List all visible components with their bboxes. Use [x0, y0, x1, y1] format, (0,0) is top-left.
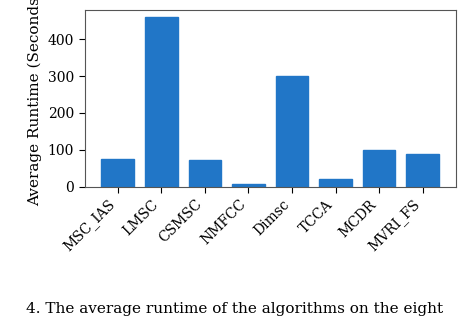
Y-axis label: Average Runtime (Seconds): Average Runtime (Seconds) — [28, 0, 42, 206]
Bar — [102, 159, 134, 187]
Bar — [188, 160, 221, 187]
Bar — [363, 150, 395, 187]
Bar — [319, 179, 352, 187]
Bar — [232, 184, 265, 187]
Bar — [145, 17, 178, 187]
Text: 4. The average runtime of the algorithms on the eight: 4. The average runtime of the algorithms… — [26, 302, 444, 316]
Bar — [407, 154, 439, 187]
Bar — [276, 76, 308, 187]
